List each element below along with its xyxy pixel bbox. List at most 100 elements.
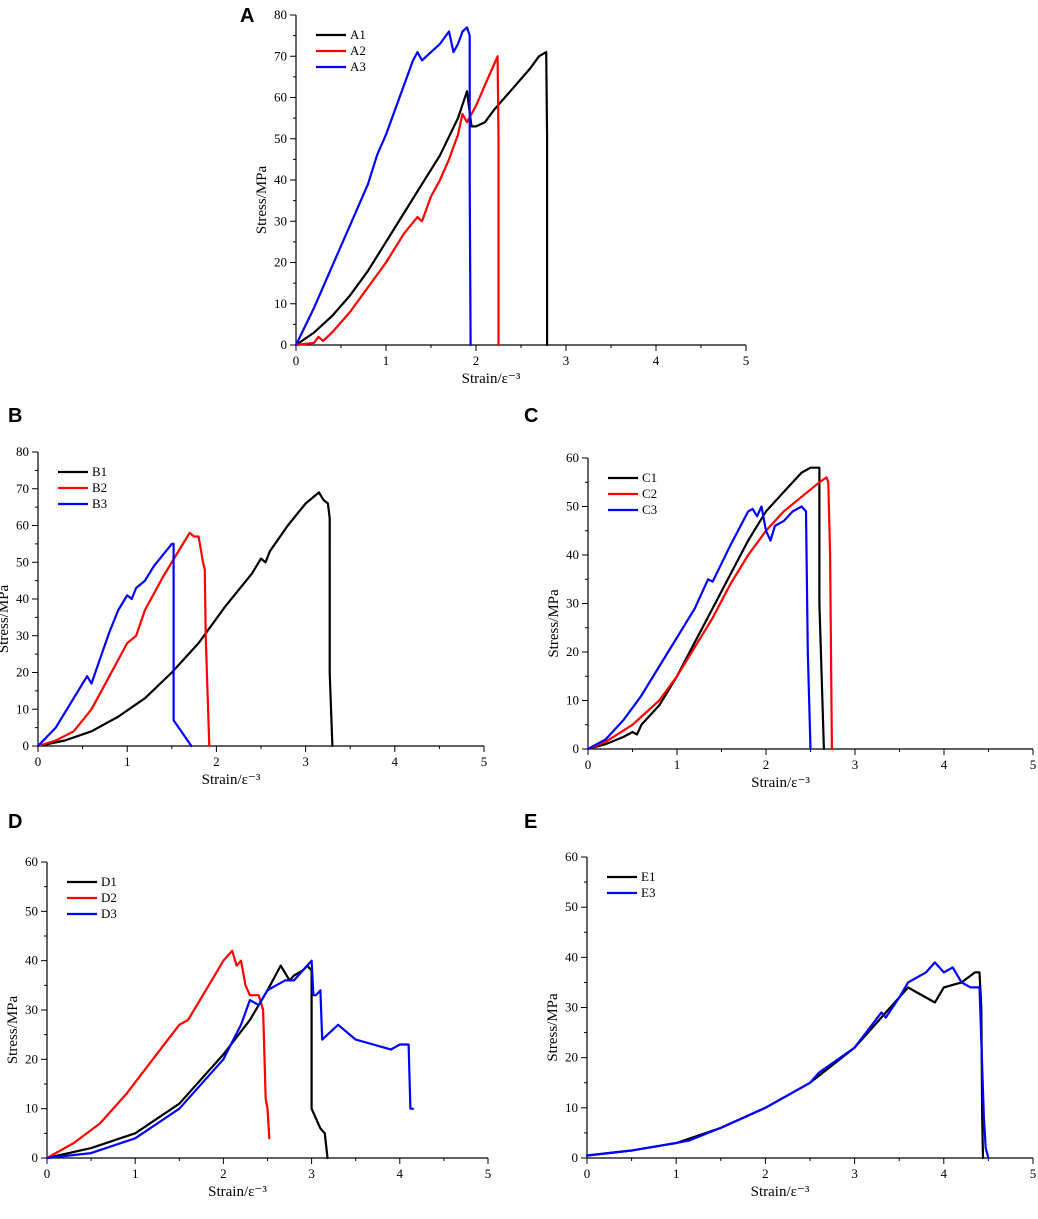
y-tick-label: 50 <box>16 554 29 569</box>
y-tick-label: 70 <box>16 481 29 496</box>
legend-label-b2: B2 <box>92 480 107 495</box>
legend-label-c1: C1 <box>642 470 657 485</box>
x-tick-label: 2 <box>473 353 480 368</box>
legend-label-e3: E3 <box>641 885 655 900</box>
legend-label-a1: A1 <box>350 27 366 42</box>
x-tick-label: 5 <box>1030 1166 1037 1181</box>
x-tick-label: 4 <box>653 353 660 368</box>
legend-label-a3: A3 <box>350 59 366 74</box>
y-tick-label: 0 <box>572 1150 579 1165</box>
y-tick-label: 50 <box>25 903 38 918</box>
x-tick-label: 1 <box>132 1166 139 1181</box>
x-tick-label: 5 <box>1030 757 1037 772</box>
y-tick-label: 20 <box>25 1051 38 1066</box>
x-axis-title: Strain/ε⁻³ <box>202 772 261 788</box>
y-axis-title: Stress/MPa <box>546 589 562 658</box>
y-tick-label: 60 <box>16 518 29 533</box>
y-tick-label: 70 <box>274 48 287 63</box>
x-tick-label: 3 <box>302 754 309 769</box>
series-line-d3 <box>45 959 415 1160</box>
panel-a: A0 1 2 3 4 501020304050607080Strain/ε⁻³Stress… <box>240 5 749 387</box>
legend-label-c3: C3 <box>642 502 657 517</box>
y-tick-label: 10 <box>566 693 579 708</box>
panel-letter: A <box>240 5 254 27</box>
y-tick-label: 0 <box>32 1150 39 1165</box>
y-tick-label: 0 <box>23 738 30 753</box>
x-axis-title: Strain/ε⁻³ <box>751 775 810 791</box>
series-line-c3 <box>586 505 812 751</box>
y-axis-title: Stress/MPa <box>545 993 561 1062</box>
legend-label-d1: D1 <box>101 874 117 889</box>
x-axis-title: Strain/ε⁻³ <box>751 1184 810 1200</box>
y-tick-label: 60 <box>25 854 38 869</box>
x-tick-label: 1 <box>124 754 131 769</box>
series-line-a1 <box>294 50 549 347</box>
series-line-e3 <box>585 961 990 1160</box>
y-tick-label: 40 <box>274 172 287 187</box>
y-tick-label: 10 <box>565 1100 578 1115</box>
x-tick-label: 0 <box>44 1166 51 1181</box>
y-tick-label: 20 <box>565 1050 578 1065</box>
panel-letter: B <box>8 405 22 427</box>
x-tick-label: 3 <box>308 1166 315 1181</box>
series-line-b3 <box>36 542 193 748</box>
y-tick-label: 50 <box>274 131 287 146</box>
x-tick-label: 4 <box>392 754 399 769</box>
x-tick-label: 2 <box>762 1166 769 1181</box>
y-tick-label: 40 <box>25 953 38 968</box>
x-tick-label: 1 <box>673 1166 680 1181</box>
x-tick-label: 0 <box>35 754 42 769</box>
x-tick-label: 2 <box>220 1166 227 1181</box>
y-tick-label: 0 <box>573 741 580 756</box>
series-line-b2 <box>36 531 211 748</box>
x-axis-title: Strain/ε⁻³ <box>462 371 521 387</box>
y-tick-label: 30 <box>565 1000 578 1015</box>
y-tick-label: 50 <box>566 499 579 514</box>
y-tick-label: 20 <box>274 255 287 270</box>
x-tick-label: 3 <box>851 1166 858 1181</box>
y-tick-label: 0 <box>281 337 288 352</box>
legend-label-b1: B1 <box>92 464 107 479</box>
y-tick-label: 30 <box>25 1002 38 1017</box>
legend-label-e1: E1 <box>641 869 655 884</box>
series-line-d2 <box>45 949 271 1160</box>
y-tick-label: 40 <box>566 547 579 562</box>
x-tick-label: 0 <box>293 353 300 368</box>
panel-b: B0 1 2 3 4 501020304050607080Strain/ε⁻³Stress… <box>0 405 487 788</box>
x-axis-title: Strain/ε⁻³ <box>208 1184 267 1200</box>
legend-label-b3: B3 <box>92 496 107 511</box>
panel-letter: C <box>524 405 538 427</box>
panel-e: E0 1 2 3 4 50102030405060Strain/ε⁻³Stress/MPa… <box>524 811 1036 1200</box>
series-line-d1 <box>45 964 329 1160</box>
y-tick-label: 10 <box>274 296 287 311</box>
y-tick-label: 80 <box>16 444 29 459</box>
x-tick-label: 4 <box>941 757 948 772</box>
x-tick-label: 2 <box>763 757 770 772</box>
series-line-c2 <box>586 476 834 751</box>
y-axis-title: Stress/MPa <box>0 584 12 653</box>
x-tick-label: 4 <box>397 1166 404 1181</box>
panel-d: D0 1 2 3 4 50102030405060Strain/ε⁻³Stress/MPa… <box>5 811 491 1200</box>
y-tick-label: 30 <box>274 213 287 228</box>
y-tick-label: 30 <box>566 596 579 611</box>
series-line-b1 <box>36 491 334 748</box>
x-tick-label: 3 <box>852 757 859 772</box>
x-tick-label: 5 <box>743 353 750 368</box>
legend-label-d3: D3 <box>101 906 117 921</box>
y-tick-label: 50 <box>565 899 578 914</box>
y-tick-label: 60 <box>566 450 579 465</box>
y-axis-title: Stress/MPa <box>5 995 21 1064</box>
x-tick-label: 4 <box>941 1166 948 1181</box>
y-tick-label: 40 <box>565 949 578 964</box>
panel-letter: D <box>8 811 22 833</box>
panel-letter: E <box>524 811 537 833</box>
x-tick-label: 1 <box>674 757 681 772</box>
legend-label-d2: D2 <box>101 890 117 905</box>
y-axis-title: Stress/MPa <box>254 165 270 234</box>
x-tick-label: 1 <box>383 353 390 368</box>
series-line-a3 <box>294 26 472 347</box>
legend-label-c2: C2 <box>642 486 657 501</box>
y-tick-label: 10 <box>25 1101 38 1116</box>
y-tick-label: 20 <box>16 665 29 680</box>
series-line-c1 <box>586 466 826 751</box>
